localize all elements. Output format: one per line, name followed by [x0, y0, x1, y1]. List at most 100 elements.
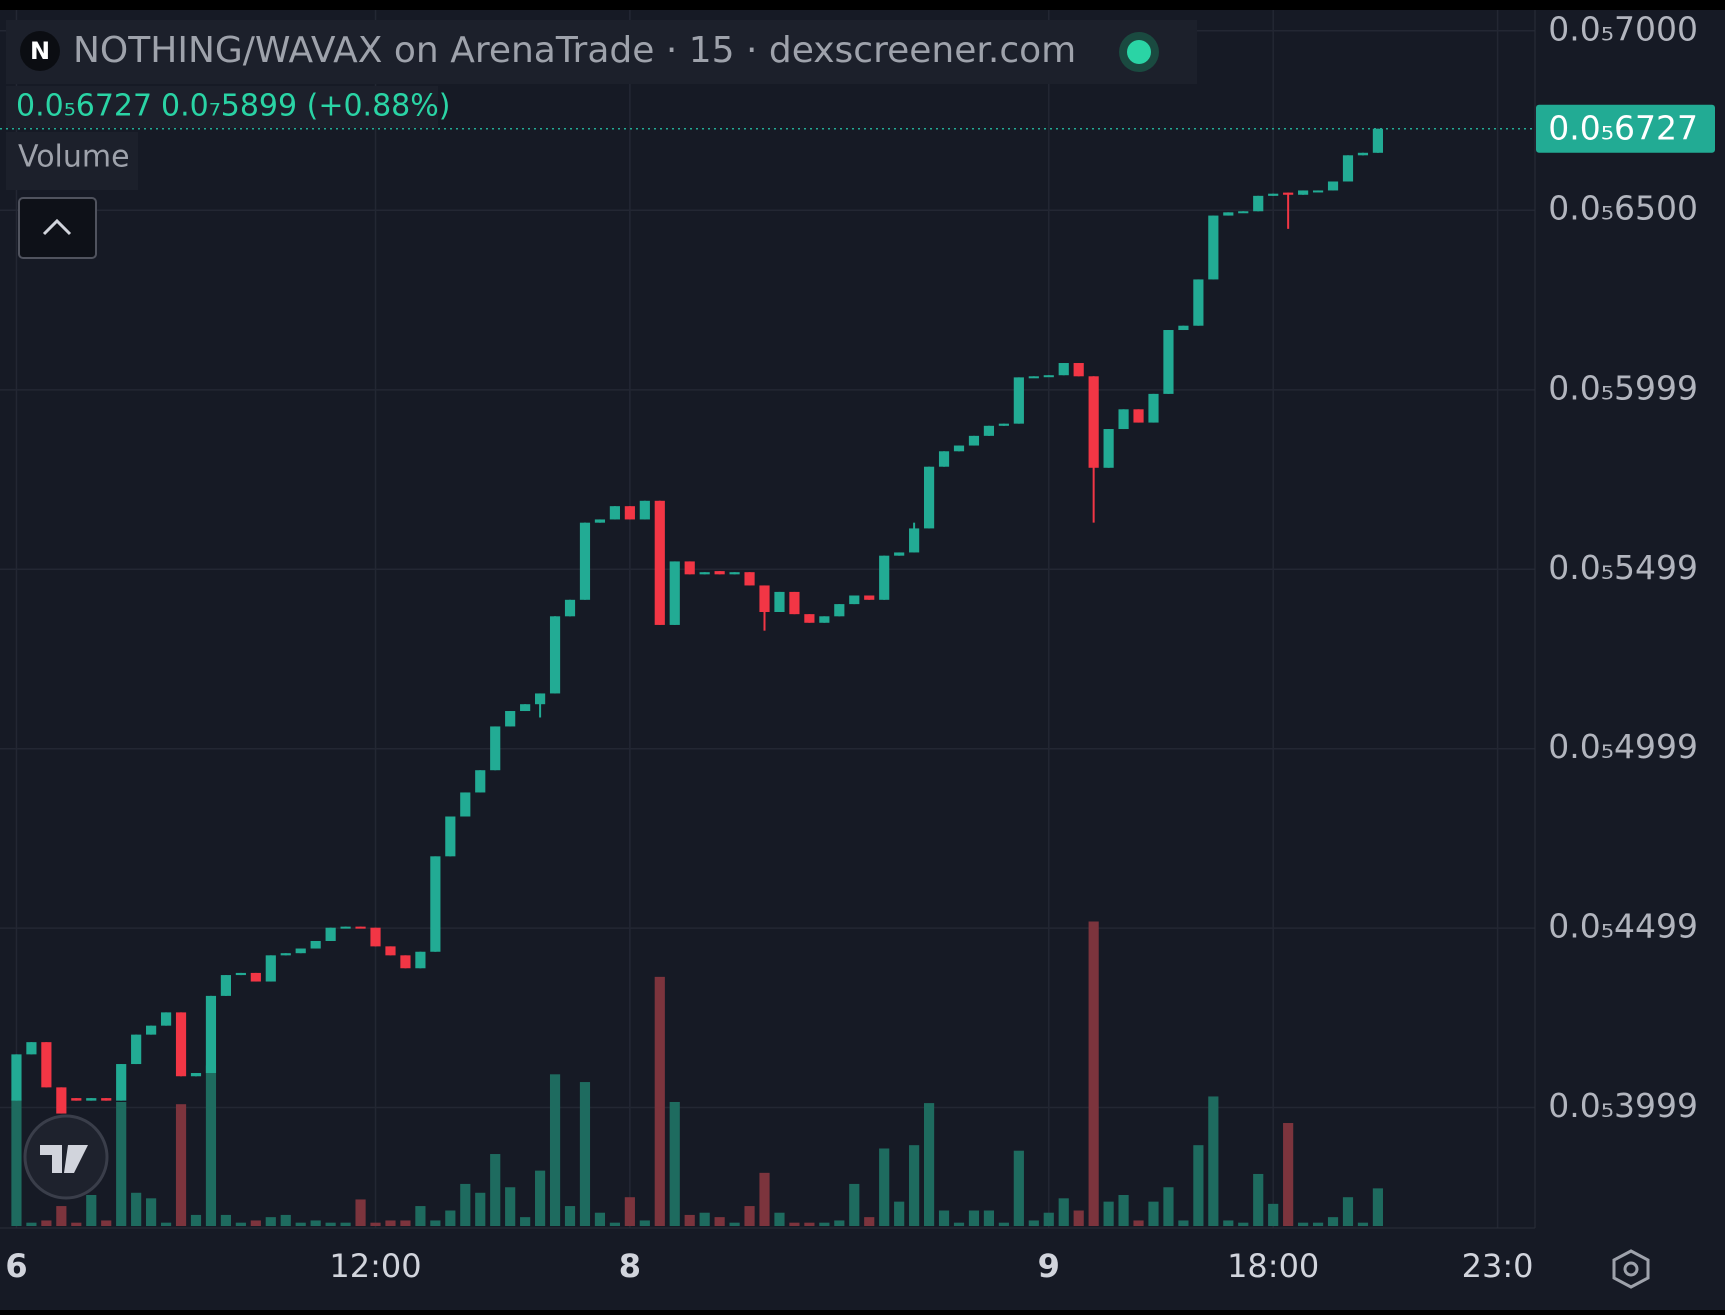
volume-bar [654, 976, 665, 1226]
candle-body [1342, 155, 1354, 182]
candle-body [953, 445, 965, 452]
settings-icon[interactable] [1612, 1249, 1650, 1289]
candle-body [41, 1042, 52, 1088]
volume-bar [131, 1192, 142, 1226]
volume-bar [1208, 1096, 1219, 1226]
y-tick-label: 0.0₅3999 [1548, 1086, 1698, 1125]
candle-body [1073, 363, 1084, 377]
volume-bar [490, 1154, 501, 1226]
candle-body [1163, 330, 1174, 394]
volume-bar [340, 1222, 351, 1226]
axes: 0.0₅7000 0.0₅6500 0.0₅5999 0.0₅5499 0.0₅4999… [0, 9, 1715, 1285]
volume-bar [1298, 1222, 1309, 1226]
volume-bar [280, 1214, 291, 1226]
volume-bar [1148, 1201, 1159, 1226]
candle-body [205, 995, 217, 1074]
candle-body [1028, 376, 1039, 379]
volume-bar [549, 1074, 561, 1226]
candle-body [1103, 429, 1114, 468]
candle-body [938, 451, 950, 467]
candle-body [744, 572, 755, 586]
candle-body [101, 1098, 112, 1101]
logo-dot [73, 1146, 83, 1156]
candle-body [983, 425, 995, 436]
candle-body [1178, 325, 1189, 331]
candle-body [430, 856, 441, 952]
candle-body [1268, 193, 1279, 196]
candle-body [923, 466, 935, 529]
candle-body [879, 555, 890, 600]
volume-bar [520, 1217, 531, 1226]
volume-bar [894, 1201, 905, 1226]
volume-bar [460, 1183, 471, 1226]
volume-bar [849, 1183, 860, 1226]
volume-bar [1327, 1217, 1339, 1226]
volume-bar [101, 1220, 112, 1226]
candle-body [609, 506, 620, 520]
last-price-tag [1536, 104, 1715, 153]
candle-body [1208, 215, 1219, 280]
volume-bar [1253, 1173, 1264, 1226]
volume-bar [415, 1206, 426, 1226]
candle-body [1133, 409, 1144, 423]
x-tick-label: 12:00 [329, 1247, 421, 1285]
tradingview-logo[interactable] [23, 1114, 109, 1200]
volume-bar [160, 1222, 172, 1226]
candle-body [729, 572, 740, 575]
volume-bar [265, 1217, 276, 1226]
volume-bar [220, 1214, 231, 1226]
volume-bar [475, 1192, 486, 1226]
volume-bar [1372, 1188, 1383, 1226]
bottom-edge [0, 1310, 1725, 1315]
volume-bar [864, 1217, 875, 1226]
candle-body [1043, 375, 1054, 378]
volume-bar [1342, 1197, 1354, 1226]
volume-box [6, 132, 138, 190]
candle-body [131, 1034, 142, 1065]
candle-body [759, 585, 770, 613]
candle-body [71, 1098, 82, 1101]
volume-bar [430, 1220, 441, 1226]
candle-body [594, 519, 606, 523]
symbol-badge: N [30, 37, 50, 65]
volume-bar [1178, 1220, 1189, 1226]
candle-body [1298, 190, 1309, 195]
candle-body [864, 595, 875, 600]
symbol-icon [20, 31, 60, 71]
x-tick-label: 8 [619, 1247, 641, 1285]
volume-bar [400, 1220, 411, 1226]
candle-body [490, 726, 501, 771]
candle-body [220, 975, 231, 996]
last-price: 0.0₅6727 [16, 89, 152, 124]
volume-bar [879, 1148, 890, 1226]
volume-bar [535, 1170, 546, 1226]
volume-bar [370, 1222, 381, 1226]
volume-bar [355, 1199, 366, 1226]
candle-body [56, 1087, 67, 1114]
candle-body [505, 711, 516, 727]
candle-body [1357, 152, 1369, 156]
volume-bar [594, 1212, 606, 1226]
volume-bar [310, 1220, 321, 1226]
candle-body [160, 1012, 172, 1026]
candle-body [280, 953, 291, 956]
volume-label: Volume [18, 140, 130, 175]
collapse-button[interactable] [18, 197, 97, 259]
volume-bar [1312, 1222, 1324, 1226]
candle-body [1283, 192, 1294, 195]
candle-body [535, 693, 546, 705]
candle-body [654, 500, 665, 625]
volume-bar [789, 1222, 800, 1226]
candle-body [1327, 181, 1339, 191]
candle-body [1148, 393, 1159, 423]
candle-body [1372, 128, 1383, 153]
volume-bar [983, 1210, 995, 1226]
price-change: 0.0₇5899 (+0.88%) [161, 89, 450, 124]
volume-bar [729, 1222, 740, 1226]
x-tick-label: 9 [1038, 1247, 1060, 1285]
candle-body [116, 1064, 127, 1101]
candle-body [445, 816, 456, 857]
candle-body [86, 1098, 97, 1101]
candle-body [834, 604, 845, 617]
